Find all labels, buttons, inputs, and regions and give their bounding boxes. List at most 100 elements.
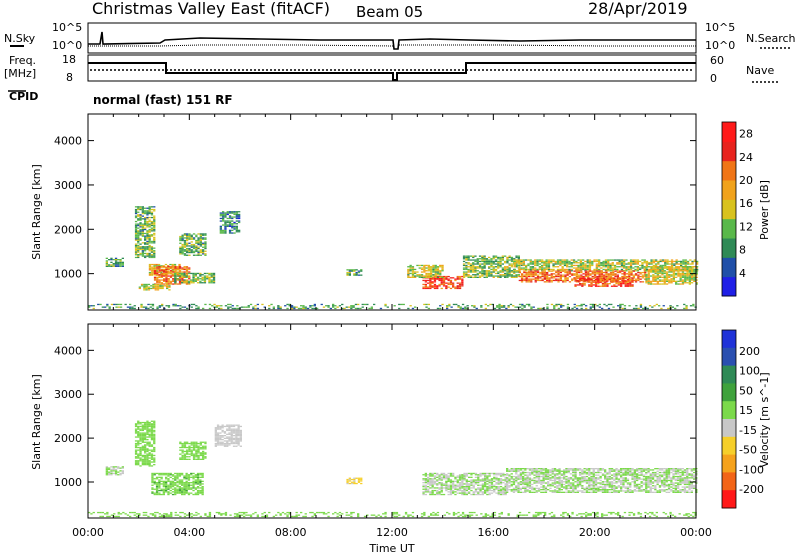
power-cell	[219, 215, 222, 217]
power-cell	[579, 262, 582, 264]
power-cell	[114, 263, 118, 265]
velocity-cell	[153, 425, 156, 428]
power-cell	[583, 280, 586, 282]
power-cell	[153, 276, 157, 278]
velocity-cell	[235, 428, 238, 430]
power-cell	[146, 230, 149, 232]
power-cell	[586, 259, 589, 261]
power-cell	[634, 274, 638, 276]
power-cell	[425, 267, 428, 269]
power-cell	[587, 273, 590, 275]
power-cell	[190, 251, 193, 254]
power-cell	[148, 235, 151, 237]
velocity-cell	[150, 461, 154, 463]
power-cell	[150, 212, 154, 215]
velocity-cell	[463, 488, 466, 490]
power-cell	[139, 246, 142, 248]
velocity-cell	[153, 474, 156, 476]
velocity-cell	[569, 477, 573, 479]
power-cell	[158, 266, 161, 268]
power-cell	[564, 278, 567, 280]
power-cell	[586, 266, 589, 268]
power-cell	[646, 307, 649, 310]
velocity-cell	[431, 489, 434, 492]
power-cell	[684, 267, 687, 269]
velocity-cell	[146, 423, 149, 425]
power-cell	[682, 263, 685, 265]
power-cell	[181, 237, 184, 239]
velocity-cell	[431, 480, 434, 482]
power-cell	[591, 273, 594, 275]
power-cell	[172, 279, 175, 281]
power-cell	[577, 271, 581, 274]
power-cell	[530, 281, 533, 283]
power-cell	[134, 230, 138, 232]
velocity-cell	[237, 431, 240, 433]
velocity-cell	[134, 442, 138, 445]
power-cell	[148, 240, 151, 243]
power-cell	[208, 280, 211, 282]
power-cell	[462, 255, 466, 257]
power-cell	[167, 267, 170, 270]
power-cell	[458, 282, 462, 284]
power-cell	[469, 263, 473, 265]
power-cell	[510, 276, 514, 278]
velocity-cell	[190, 449, 193, 451]
power-cell	[152, 283, 155, 286]
power-cell	[114, 261, 118, 263]
power-cell	[609, 266, 612, 268]
power-cell	[616, 268, 619, 271]
velocity-cell	[357, 477, 361, 479]
power-cell	[171, 274, 174, 276]
power-cell	[440, 279, 443, 282]
power-cell	[409, 268, 412, 271]
power-cell	[144, 210, 147, 212]
velocity-cell	[502, 491, 505, 493]
power-cell	[190, 303, 193, 306]
power-cell	[445, 287, 448, 290]
power-cell	[286, 307, 289, 310]
power-cell	[439, 266, 442, 268]
power-cell	[603, 275, 606, 278]
power-cell	[148, 266, 152, 268]
power-cell	[167, 265, 170, 267]
velocity-cell	[510, 481, 513, 483]
power-cell	[480, 305, 483, 307]
velocity-cell	[114, 471, 118, 473]
velocity-cell	[150, 436, 154, 438]
power-cell	[219, 213, 222, 216]
velocity-cell	[174, 493, 177, 496]
power-cell	[515, 276, 518, 278]
velocity-cell	[202, 454, 205, 457]
power-cell	[134, 252, 138, 255]
power-cell	[661, 270, 664, 272]
velocity-cell	[567, 483, 570, 486]
power-cell	[203, 275, 207, 277]
power-region-15	[645, 266, 698, 285]
velocity-cell	[537, 475, 541, 478]
power-cell	[655, 263, 658, 265]
velocity-cell	[486, 472, 489, 475]
velocity-cell	[181, 493, 184, 496]
power-cell	[212, 282, 216, 284]
velocity-cell	[196, 472, 200, 475]
velocity-cell	[110, 466, 113, 468]
power-cell	[594, 279, 598, 281]
power-cell	[243, 306, 246, 308]
power-cell	[185, 276, 188, 278]
power-cell	[621, 270, 624, 272]
velocity-cell	[449, 482, 453, 484]
velocity-cell	[151, 474, 154, 476]
power-cell	[219, 228, 222, 230]
power-cell	[582, 275, 585, 278]
velocity-cell	[504, 493, 507, 496]
power-cell	[534, 263, 537, 265]
velocity-cell	[551, 479, 554, 482]
velocity-cell	[556, 477, 559, 479]
velocity-cell	[144, 462, 147, 464]
velocity-cell	[484, 483, 487, 485]
velocity-cell	[199, 489, 202, 492]
velocity-cell	[151, 488, 154, 490]
power-cell	[134, 244, 138, 247]
